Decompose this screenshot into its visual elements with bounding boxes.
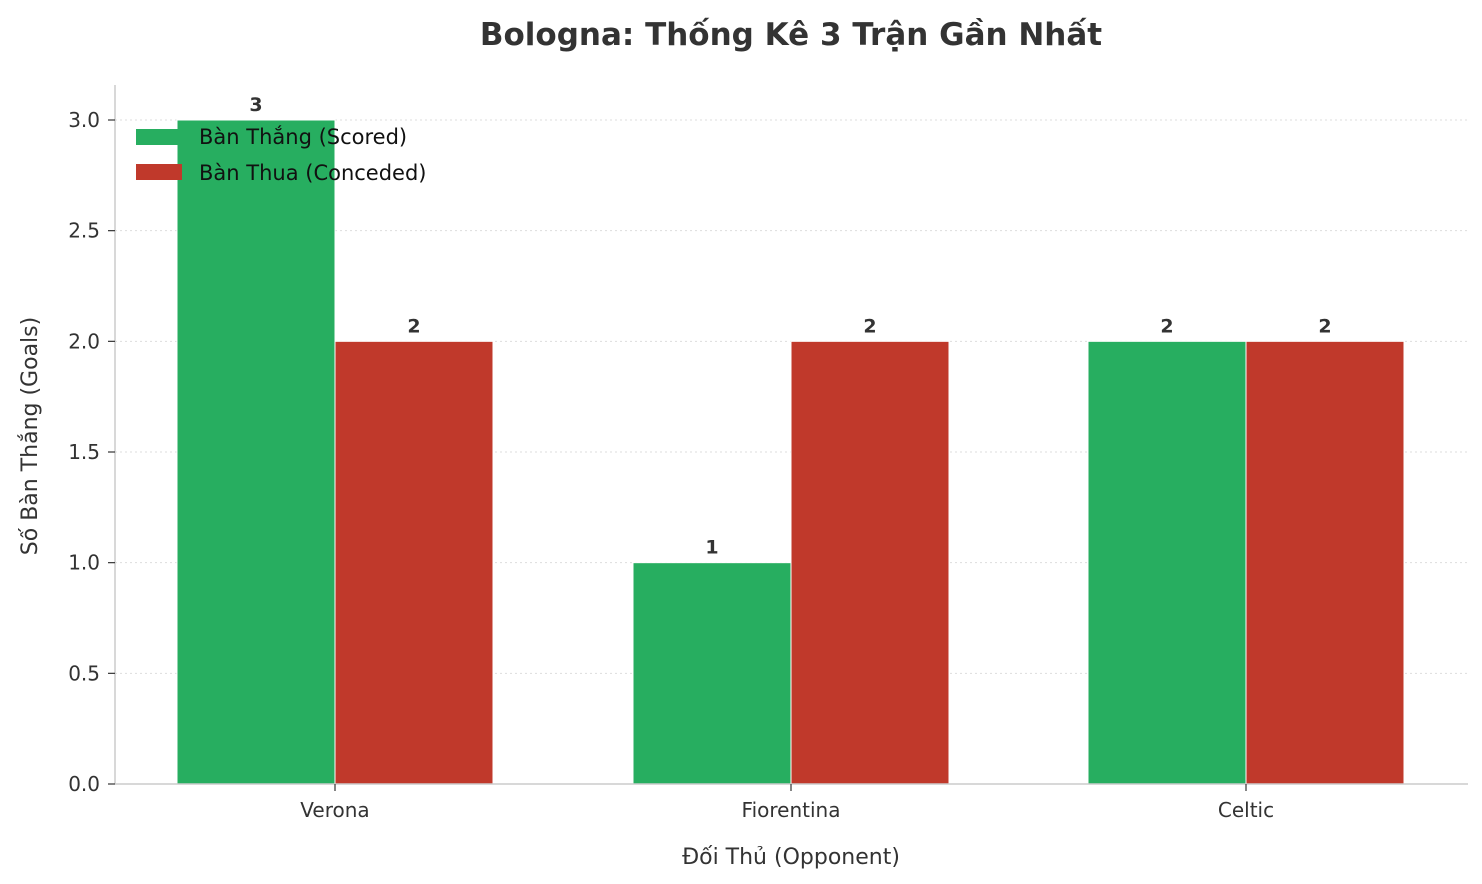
data-label: 3 (249, 94, 262, 116)
legend-label-scored: Bàn Thắng (Scored) (199, 125, 407, 149)
y-tick-label: 2.0 (68, 329, 100, 353)
legend-swatch-scored (136, 129, 182, 145)
y-tick-label: 0.0 (68, 772, 100, 796)
y-tick-label: 3.0 (68, 108, 100, 132)
y-tick-label: 2.5 (68, 219, 100, 243)
data-label: 2 (863, 315, 876, 337)
x-tick-label: Celtic (1218, 798, 1274, 822)
bar-conceded (334, 340, 494, 785)
bar-scored (632, 562, 792, 785)
legend: Bàn Thắng (Scored) Bàn Thua (Conceded) (136, 125, 427, 185)
bar-scored (176, 119, 336, 785)
chart-title: Bologna: Thống Kê 3 Trận Gần Nhất (480, 17, 1102, 53)
data-label: 1 (705, 537, 718, 559)
bar-conceded (1245, 340, 1405, 785)
data-label: 2 (1160, 315, 1173, 337)
bar-conceded (790, 340, 950, 785)
x-axis-label: Đối Thủ (Opponent) (682, 845, 900, 870)
y-axis-label: Số Bàn Thắng (Goals) (18, 317, 43, 555)
legend-swatch-conceded (136, 164, 182, 180)
legend-label-conceded: Bàn Thua (Conceded) (199, 161, 427, 185)
y-tick-label: 0.5 (68, 661, 100, 685)
data-label: 2 (407, 315, 420, 337)
data-label: 2 (1318, 315, 1331, 337)
y-tick-label: 1.5 (68, 440, 100, 464)
x-tick-label: Verona (300, 798, 369, 822)
y-tick-label: 1.0 (68, 551, 100, 575)
x-tick-label: Fiorentina (742, 798, 841, 822)
bar-scored (1087, 340, 1247, 785)
